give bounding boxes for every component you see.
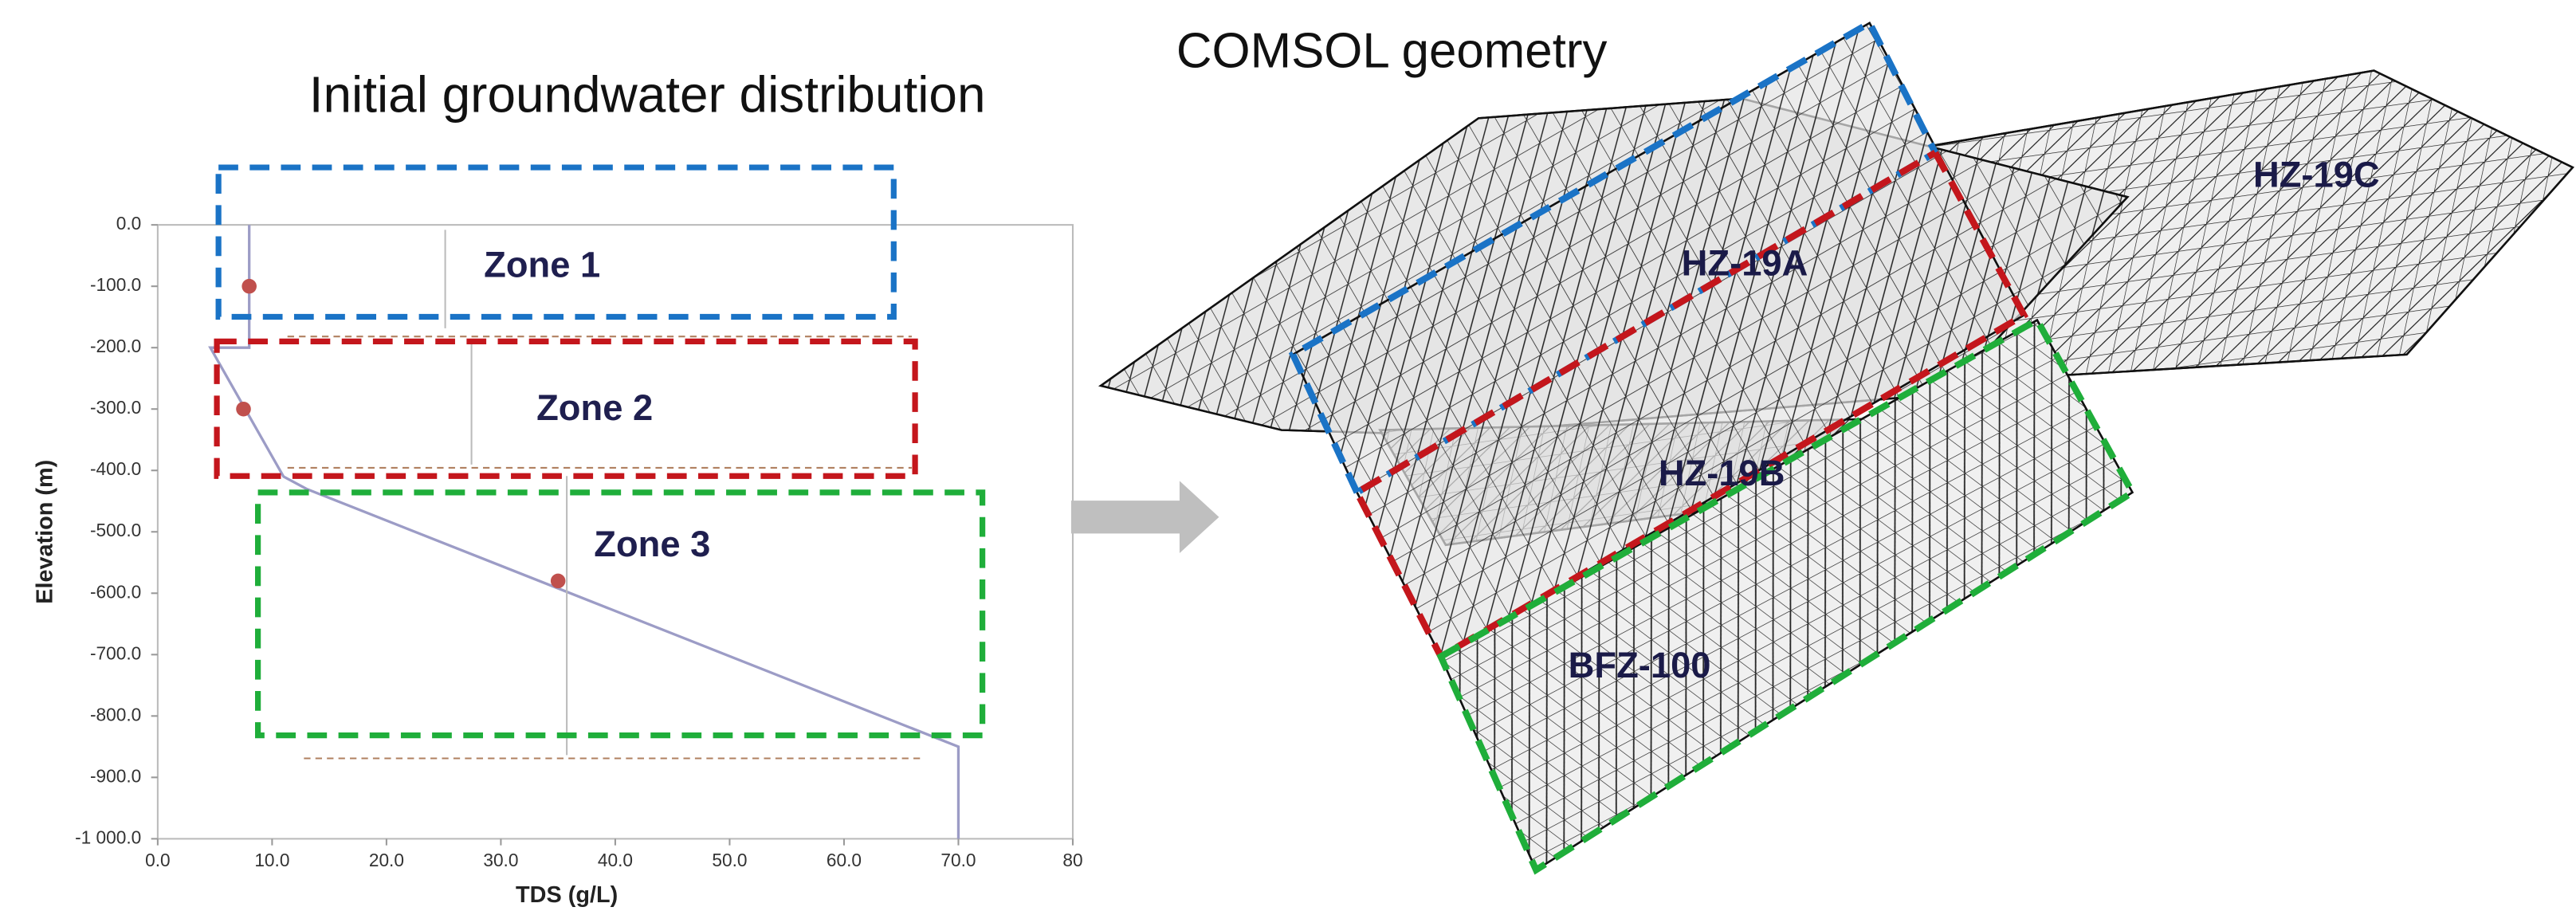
y-tick-label: -100.0: [90, 274, 141, 295]
zone-box-1: [218, 167, 893, 316]
y-tick-label: -600.0: [90, 581, 141, 602]
x-tick-label: 30.0: [483, 850, 518, 870]
zone-label: Zone 2: [536, 387, 653, 428]
geometry-label: BFZ-100: [1569, 645, 1711, 685]
data-point: [551, 574, 566, 589]
y-tick-label: -300.0: [90, 397, 141, 418]
zone-label: Zone 3: [594, 524, 710, 564]
y-tick-label: -800.0: [90, 704, 141, 724]
geometry-label: HZ-19B: [1659, 453, 1785, 493]
x-tick-label: 10.0: [254, 850, 289, 870]
y-tick-label: -700.0: [90, 642, 141, 663]
x-tick-label: 60.0: [827, 850, 862, 870]
zone-label: Zone 1: [484, 245, 600, 285]
y-tick-label: -400.0: [90, 458, 141, 479]
page: {"chart_data": {"type": "line", "title":…: [0, 0, 2576, 911]
data-point: [236, 402, 251, 417]
data-point: [242, 279, 257, 294]
geometry-title: COMSOL geometry: [1176, 23, 1608, 78]
y-tick-label: -1 000.0: [75, 827, 141, 847]
x-axis-label: TDS (g/L): [516, 882, 618, 908]
figure: Initial groundwater distribution TDS (g/…: [0, 0, 2576, 911]
y-tick-label: 0.0: [116, 213, 142, 234]
geometry-label: HZ-19C: [2253, 154, 2380, 194]
y-tick-label: -500.0: [90, 520, 141, 540]
x-tick-label: 80: [1062, 850, 1082, 870]
geometry-label: HZ-19A: [1682, 243, 1808, 284]
x-tick-label: 40.0: [598, 850, 633, 870]
chart-title: Initial groundwater distribution: [309, 65, 986, 123]
x-tick-label: 50.0: [712, 850, 747, 870]
y-axis-label: Elevation (m): [32, 460, 57, 604]
x-tick-label: 70.0: [940, 850, 976, 870]
x-tick-label: 20.0: [369, 850, 404, 870]
y-tick-label: -900.0: [90, 765, 141, 786]
arrow: [1071, 481, 1219, 553]
x-tick-label: 0.0: [145, 850, 171, 870]
mesh-geometry: [1101, 23, 2573, 870]
y-tick-label: -200.0: [90, 336, 141, 356]
